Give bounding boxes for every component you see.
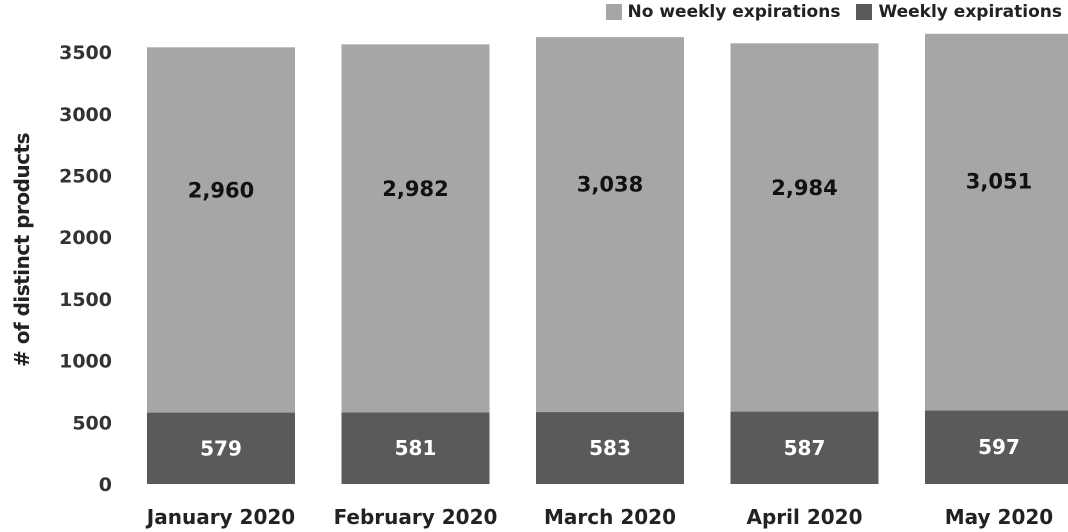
legend: No weekly expirations Weekly expirations [605, 2, 1062, 22]
bar-weekly-expirations [341, 412, 490, 484]
x-tick-label: February 2020 [334, 505, 498, 529]
data-label-weekly: 597 [978, 435, 1020, 459]
y-tick-label: 0 [99, 474, 112, 496]
legend-label-weekly: Weekly expirations [878, 2, 1062, 22]
data-label-no-weekly: 3,038 [577, 172, 643, 196]
x-tick-label: January 2020 [145, 505, 295, 529]
legend-item-weekly: Weekly expirations [856, 2, 1062, 22]
x-axis: January 2020 February 2020 March 2020 April… [145, 505, 1053, 529]
bars: 579 2,960 581 2,982 583 3,038 587 2,984 597 3,051 [147, 33, 1068, 484]
legend-swatch-weekly [856, 4, 873, 20]
legend-label-no-weekly: No weekly expirations [627, 2, 841, 22]
legend-swatch-no-weekly [605, 4, 622, 20]
bar-no-weekly-expirations [730, 43, 879, 412]
bar-no-weekly-expirations [536, 37, 684, 413]
x-tick-label: April 2020 [747, 505, 863, 529]
x-tick-label: March 2020 [544, 505, 676, 529]
y-tick-label: 3500 [59, 42, 112, 64]
y-tick-label: 2000 [59, 227, 112, 249]
bar-no-weekly-expirations [147, 47, 295, 413]
y-tick-label: 1000 [59, 351, 112, 373]
bar-weekly-expirations [925, 410, 1068, 484]
y-tick-label: 2500 [59, 166, 112, 188]
data-label-weekly: 583 [589, 436, 631, 460]
bar-weekly-expirations [536, 412, 684, 484]
data-label-no-weekly: 3,051 [966, 170, 1032, 194]
bar-weekly-expirations [730, 411, 879, 484]
y-tick-label: 1500 [59, 289, 112, 311]
data-label-no-weekly: 2,982 [382, 177, 448, 201]
y-tick-label: 500 [72, 412, 112, 434]
data-label-no-weekly: 2,984 [771, 176, 837, 200]
y-axis: 0 500 1000 1500 2000 2500 3000 3500 [59, 42, 112, 496]
data-label-weekly: 581 [395, 436, 437, 460]
bar-weekly-expirations [147, 412, 295, 484]
bar-no-weekly-expirations [341, 44, 490, 413]
data-label-weekly: 587 [784, 436, 826, 460]
legend-item-no-weekly: No weekly expirations [605, 2, 841, 22]
y-tick-label: 3000 [59, 104, 112, 126]
data-label-no-weekly: 2,960 [188, 179, 254, 203]
data-label-weekly: 579 [200, 436, 242, 460]
x-tick-label: May 2020 [945, 505, 1053, 529]
bar-no-weekly-expirations [925, 33, 1068, 411]
